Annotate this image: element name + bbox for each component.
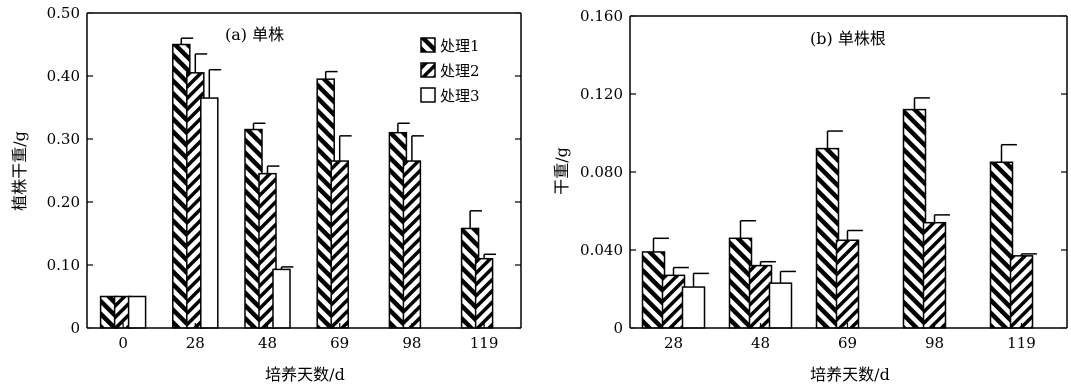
x-tick-label: 119 (470, 334, 499, 352)
panel-b-y-ticks: 0 0.040 0.080 0.120 0.160 (580, 7, 1067, 337)
chart-panel-a: 0 0.10 0.20 0.30 0.40 0.50 0 28 48 69 98 119 (a) 单… (10, 4, 522, 384)
panel-a-axes (86, 12, 522, 329)
y-tick-label: 0.120 (580, 85, 623, 103)
bar-series-2 (330, 160, 349, 329)
bar-series-3 (272, 268, 291, 329)
bar-series-1 (641, 251, 666, 329)
legend-swatch-3 (420, 87, 436, 103)
y-tick-label: 0.50 (47, 4, 80, 22)
x-tick-label: 119 (1007, 334, 1036, 352)
y-tick-label: 0.40 (47, 67, 80, 85)
panel-b-y-axis-label: 干重/g (552, 147, 571, 195)
panel-b-x-axis-label: 培养天数/d (810, 365, 890, 384)
legend-label-2: 处理2 (440, 62, 480, 80)
panel-a-title: (a) 单株 (225, 25, 284, 44)
bar-series-2 (402, 160, 422, 329)
panel-b-bars (641, 108, 1034, 329)
y-tick-label: 0.20 (47, 193, 80, 211)
y-tick-label: 0.160 (580, 7, 623, 25)
y-tick-label: 0 (70, 319, 80, 337)
panel-a-y-ticks: 0 0.10 0.20 0.30 0.40 0.50 (47, 4, 521, 337)
y-tick-label: 0.10 (47, 256, 80, 274)
legend-label-3: 处理3 (440, 87, 480, 105)
bar-series-2 (748, 264, 773, 329)
bar-series-3 (681, 286, 706, 329)
bar-series-1 (989, 161, 1014, 329)
panel-b-error-bars (652, 97, 1037, 288)
bar-series-1 (728, 237, 753, 329)
panel-a-y-axis-label: 植株干重/g (10, 131, 29, 211)
legend-item-3: 处理3 (420, 87, 480, 105)
bar-series-2 (835, 239, 860, 329)
x-tick-label: 48 (751, 334, 770, 352)
x-tick-label: 48 (258, 334, 277, 352)
bar-series-1 (815, 147, 840, 329)
bar-series-3 (200, 97, 219, 329)
y-tick-label: 0 (613, 319, 623, 337)
bar-series-2 (474, 257, 494, 329)
bar-series-2 (922, 221, 947, 329)
legend-item-1: 处理1 (420, 37, 480, 55)
y-tick-label: 0.080 (580, 163, 623, 181)
panel-b-x-ticks: 28 48 69 98 119 (664, 323, 1036, 352)
x-tick-label: 98 (925, 334, 944, 352)
x-tick-label: 28 (186, 334, 205, 352)
bar-series-2 (1009, 255, 1034, 329)
panel-a-x-axis-label: 培养天数/d (265, 365, 345, 384)
y-tick-label: 0.040 (580, 241, 623, 259)
chart-panel-b: 0 0.040 0.080 0.120 0.160 28 48 69 98 119 (b) 单株… (552, 7, 1068, 384)
legend-item-2: 处理2 (420, 62, 480, 80)
x-tick-label: 98 (402, 334, 421, 352)
legend-swatch-2 (420, 62, 436, 78)
legend: 处理1 处理2 处理3 (420, 37, 480, 105)
panel-a-bars (99, 43, 494, 329)
x-tick-label: 28 (664, 334, 683, 352)
x-tick-label: 0 (118, 334, 128, 352)
legend-swatch-1 (420, 37, 436, 53)
panel-a-x-ticks: 0 28 48 69 98 119 (118, 323, 498, 352)
bar-series-2 (661, 274, 686, 329)
panel-b-title: (b) 单株根 (810, 29, 886, 48)
bar-series-1 (902, 108, 927, 329)
x-tick-label: 69 (330, 334, 349, 352)
y-tick-label: 0.30 (47, 130, 80, 148)
bar-series-3 (127, 295, 147, 329)
panel-a-error-bars (180, 37, 496, 270)
bar-series-3 (768, 282, 793, 329)
x-tick-label: 69 (838, 334, 857, 352)
legend-label-1: 处理1 (440, 37, 480, 55)
